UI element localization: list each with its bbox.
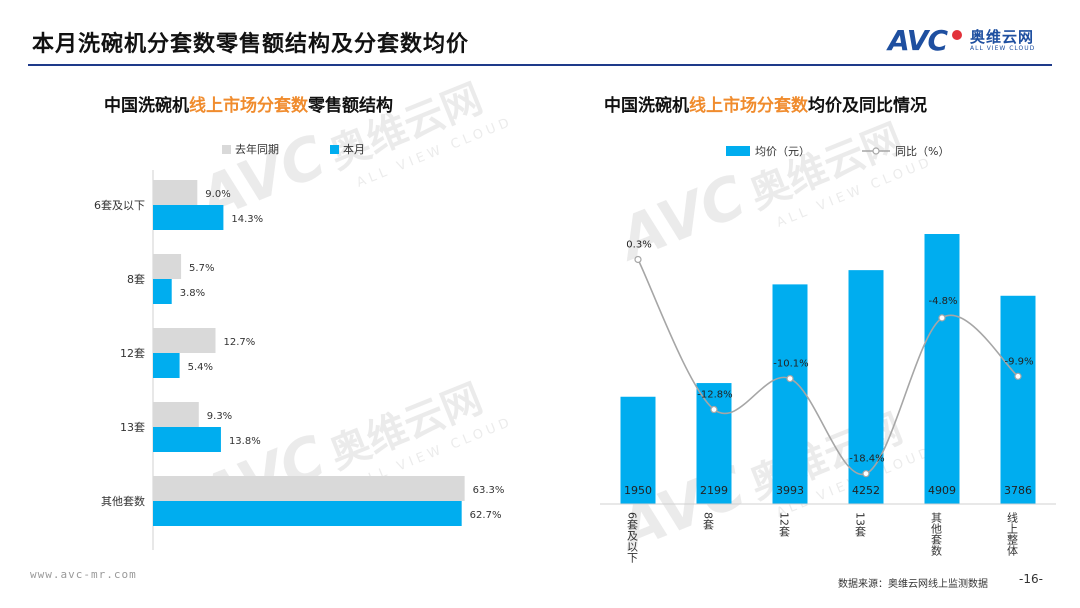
legend-swatch-price (726, 146, 750, 156)
footer-source: 数据来源：奥维云网线上监测数据 (838, 579, 988, 590)
legend-label-last-year: 去年同期 (235, 142, 279, 156)
category-label: 其他套数 (930, 512, 943, 557)
logo-avc-text: AVC (888, 24, 948, 57)
bar-avg-price (924, 234, 960, 504)
yoy-line (637, 259, 1019, 476)
bar-current (153, 205, 224, 230)
yoy-point (1014, 372, 1022, 380)
data-label-current: 14.3% (231, 214, 263, 225)
legend-label-current: 本月 (343, 142, 365, 156)
data-label-current: 5.4% (188, 362, 213, 373)
legend-swatch-current (330, 145, 339, 154)
bar-last-year (153, 402, 199, 427)
logo-dot-icon (952, 30, 962, 40)
yoy-point (634, 255, 642, 264)
left-chart-title: 中国洗碗机线上市场分套数零售额结构 (104, 91, 393, 116)
right-title-part-1: 中国洗碗机 (604, 96, 689, 116)
bar-current (153, 353, 180, 378)
left-title-part-2: 线上市场分套数 (189, 96, 308, 116)
legend-swatch-last-year (222, 145, 231, 154)
data-label-last-year: 63.3% (473, 485, 505, 496)
data-label-yoy: 0.3% (626, 239, 651, 250)
category-label: 12套 (120, 347, 145, 360)
legend-label-price: 均价（元） (755, 145, 810, 158)
category-label: 8套 (127, 273, 145, 286)
bar-avg-price (620, 396, 656, 504)
bar-avg-price (1000, 295, 1036, 504)
category-label: 8套 (702, 512, 715, 530)
page-number: -16- (1019, 572, 1043, 586)
right-title-part-3: 均价及同比情况 (808, 96, 927, 116)
slide-header: 本月洗碗机分套数零售额结构及分套数均价 AVC 奥维云网 ALL VIEW CL… (0, 0, 1080, 70)
bar-last-year (153, 254, 182, 279)
left-title-part-3: 零售额结构 (308, 96, 393, 116)
logo-en-text: ALL VIEW CLOUD (970, 45, 1036, 52)
yoy-point (786, 375, 794, 383)
category-label: 13套 (854, 512, 867, 537)
bar-avg-price (772, 284, 808, 504)
yoy-point (710, 405, 718, 414)
bar-current (153, 427, 221, 452)
bar-current (153, 501, 462, 526)
right-title-part-2: 线上市场分套数 (689, 96, 808, 116)
data-label-current: 3.8% (180, 288, 205, 299)
bar-last-year (153, 180, 198, 205)
avc-logo: AVC 奥维云网 ALL VIEW CLOUD (888, 24, 1058, 57)
bar-last-year (153, 476, 465, 501)
category-label: 6套及以下 (94, 199, 145, 212)
right-combo-chart: 均价（元） 同比（%） 1950 2199 3993 4252 4909 3786 6套及以下 8… (600, 145, 1056, 564)
data-label-yoy: -12.8% (697, 390, 732, 401)
category-label: 13套 (120, 421, 145, 434)
logo-cn-text: 奥维云网 (970, 28, 1035, 46)
data-label-yoy: -9.9% (1004, 356, 1033, 367)
legend-marker-yoy (872, 147, 880, 155)
left-title-part-1: 中国洗碗机 (104, 96, 189, 116)
bar-last-year (153, 328, 216, 353)
data-label-price: 4909 (928, 484, 956, 497)
yoy-point (862, 470, 870, 478)
category-label: 其他套数 (101, 495, 145, 508)
data-label-current: 13.8% (229, 436, 261, 447)
legend-label-yoy: 同比（%） (895, 145, 949, 158)
data-label-last-year: 9.3% (207, 411, 232, 422)
bar-avg-price (848, 270, 884, 504)
data-label-price: 1950 (624, 484, 652, 497)
category-label: 线上整体 (1006, 511, 1019, 556)
data-label-yoy: -18.4% (849, 454, 884, 465)
data-label-current: 62.7% (470, 510, 502, 521)
right-chart-title: 中国洗碗机线上市场分套数均价及同比情况 (604, 91, 927, 116)
data-label-last-year: 5.7% (189, 263, 214, 274)
header-divider (28, 64, 1052, 66)
data-label-last-year: 12.7% (224, 337, 256, 348)
data-label-price: 3993 (776, 484, 804, 497)
left-bar-chart: 去年同期 本月 9.0% 14.3% 6套及以下 5.7% 3.8% 8套 12.7% 5.4% 1… (94, 142, 505, 550)
data-label-yoy: -10.1% (773, 359, 808, 370)
data-label-price: 2199 (700, 484, 728, 497)
data-label-last-year: 9.0% (205, 189, 230, 200)
data-label-yoy: -4.8% (928, 296, 957, 307)
footer-url: www.avc-mr.com (30, 568, 137, 581)
data-label-price: 3786 (1004, 484, 1032, 497)
data-label-price: 4252 (852, 484, 880, 497)
category-label: 6套及以下 (626, 512, 639, 564)
yoy-point (938, 314, 946, 322)
page-title: 本月洗碗机分套数零售额结构及分套数均价 (32, 32, 470, 57)
category-label: 12套 (778, 512, 791, 537)
bar-avg-price (696, 383, 732, 504)
bar-current (153, 279, 172, 304)
